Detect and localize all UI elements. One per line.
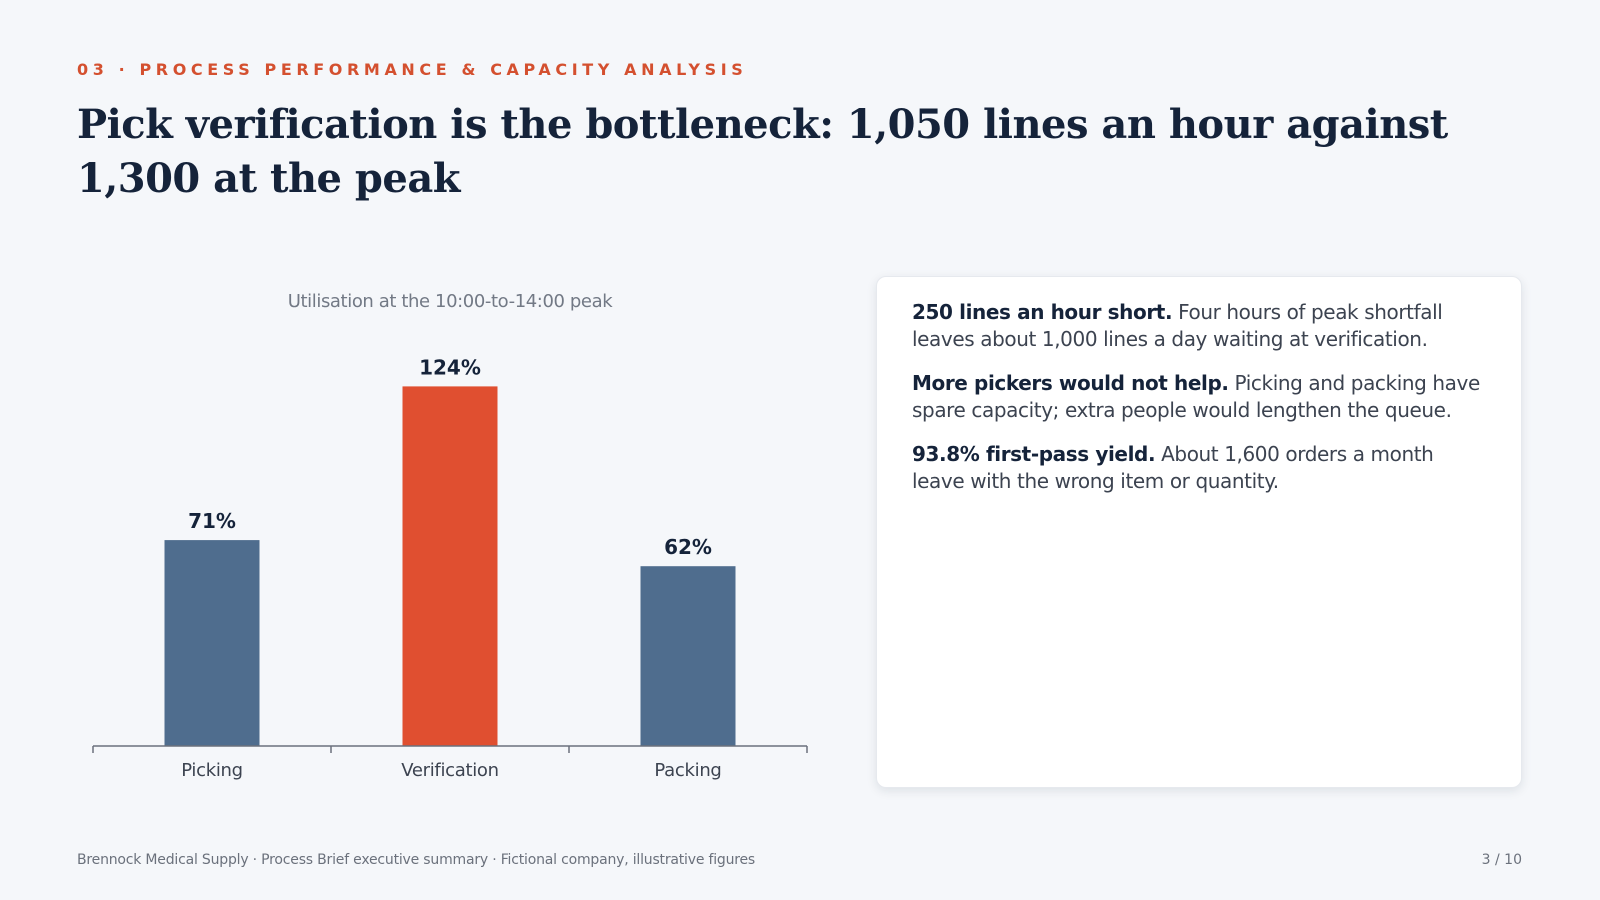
tick-label: Packing — [654, 760, 721, 781]
insights-list: 250 lines an hour short. Four hours of p… — [877, 277, 1521, 495]
page-title: Pick verification is the bottleneck: 1,0… — [77, 101, 1448, 202]
data-label: 124% — [419, 355, 481, 379]
insight-text: Four hours of peak shortfall leaves abou… — [912, 300, 1443, 351]
data-label: 71% — [188, 509, 236, 533]
chart-title: Utilisation at the 10:00-to-14:00 peak — [288, 291, 614, 312]
insight-text: About 1,600 orders a month leave with th… — [912, 442, 1434, 493]
footer-source: Brennock Medical Supply · Process Brief … — [77, 852, 756, 868]
insight-item: 250 lines an hour short. Four hours of p… — [912, 299, 1481, 353]
data-label: 62% — [664, 535, 712, 559]
insight-lead: More pickers would not help. — [912, 371, 1229, 395]
insights-panel: 250 lines an hour short. Four hours of p… — [876, 276, 1522, 788]
page-number: 3 / 10 — [1481, 852, 1522, 868]
insight-lead: 250 lines an hour short. — [912, 300, 1173, 324]
insight-lead: 93.8% first-pass yield. — [912, 442, 1156, 466]
insight-item: 93.8% first-pass yield. About 1,600 orde… — [912, 441, 1481, 495]
section-label: 03 · PROCESS PERFORMANCE & CAPACITY ANAL… — [77, 60, 748, 79]
insight-text: Picking and packing have spare capacity;… — [912, 371, 1480, 422]
tick-label: Picking — [181, 760, 243, 781]
bar-verification — [402, 386, 498, 746]
tick-label: Verification — [401, 760, 499, 781]
bar-packing — [640, 566, 736, 746]
bar-picking — [164, 540, 260, 746]
insight-item: More pickers would not help. Picking and… — [912, 370, 1481, 424]
